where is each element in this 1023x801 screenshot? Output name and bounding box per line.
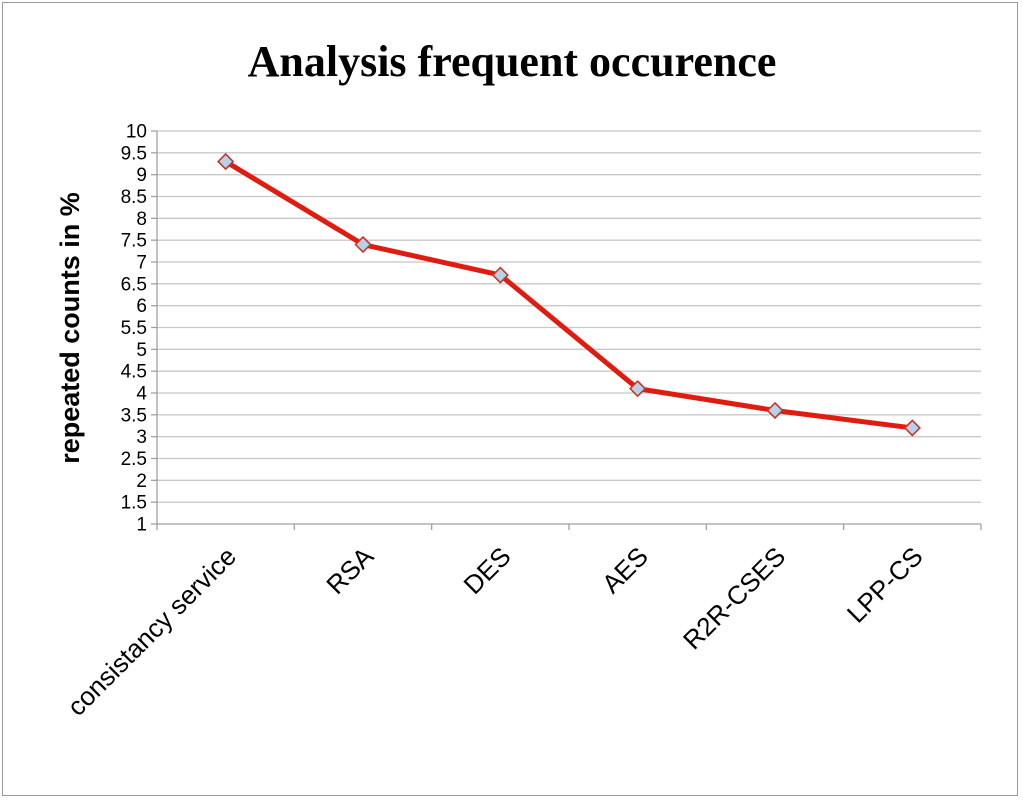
y-tick-label: 4	[136, 384, 147, 405]
data-point-marker	[491, 266, 509, 284]
x-tick-label: R2R-CSES	[677, 541, 791, 655]
y-tick-label: 6	[136, 296, 147, 317]
y-tick-label: 2.5	[121, 449, 147, 470]
y-tick-label: 1	[136, 515, 147, 536]
y-tick-label: 7.5	[121, 231, 147, 252]
y-tick-label: 7	[136, 253, 147, 274]
y-tick-labels: 11.522.533.544.555.566.577.588.599.510	[121, 122, 148, 536]
y-tick-label: 4.5	[121, 362, 147, 383]
y-tick-label: 5.5	[121, 318, 147, 339]
y-tick-label: 5	[136, 340, 147, 361]
x-tick-label: DES	[458, 541, 517, 600]
x-tick-label: AES	[596, 541, 654, 599]
series-layer	[217, 152, 921, 437]
x-tick-labels: consistancy service RSA DES AES R2R-CSES LPP-…	[61, 541, 928, 722]
data-point-marker	[629, 380, 647, 398]
y-tick-label: 3.5	[121, 405, 147, 426]
y-tick-label: 9	[136, 165, 147, 186]
data-point-marker	[903, 419, 921, 437]
gridlines	[157, 130, 981, 503]
data-point-marker	[354, 235, 372, 254]
y-tick-label: 8.5	[121, 187, 147, 208]
x-tick-label: consistancy service	[61, 541, 242, 722]
axes	[151, 130, 982, 530]
x-tick-label: LPP-CS	[841, 541, 929, 629]
data-point-marker	[217, 152, 235, 171]
y-tick-label: 1.5	[121, 493, 147, 514]
y-tick-label: 2	[136, 471, 147, 492]
data-point-marker	[766, 401, 784, 420]
y-tick-label: 6.5	[121, 274, 147, 295]
y-tick-label: 9.5	[121, 143, 147, 164]
chart-title: Analysis frequent occurence	[248, 37, 777, 86]
y-tick-label: 10	[126, 122, 147, 143]
y-axis-label: repeated counts in %	[55, 192, 85, 464]
series-line	[223, 159, 915, 431]
x-tick-label: RSA	[320, 541, 379, 600]
y-tick-label: 8	[136, 209, 147, 230]
y-tick-label: 3	[136, 427, 147, 448]
